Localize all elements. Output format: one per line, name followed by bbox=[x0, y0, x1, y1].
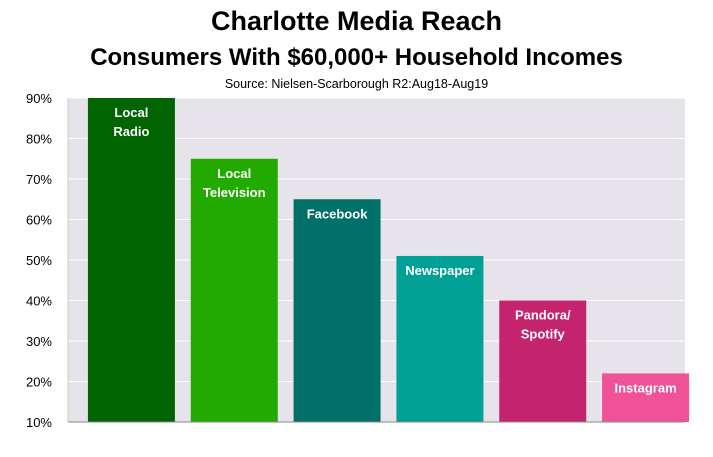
y-tick-label: 30% bbox=[26, 334, 52, 349]
bar-label: Newspaper bbox=[405, 263, 474, 278]
bar-label: Spotify bbox=[521, 327, 566, 342]
y-tick-label: 70% bbox=[26, 172, 52, 187]
chart-title: Charlotte Media Reach bbox=[210, 6, 503, 36]
bar-label: Radio bbox=[113, 124, 149, 139]
y-tick-label: 60% bbox=[26, 213, 52, 228]
bar-label: Television bbox=[203, 185, 266, 200]
bar-label: Facebook bbox=[307, 206, 368, 221]
bar bbox=[396, 255, 484, 422]
bar-label: Local bbox=[217, 166, 251, 181]
chart-subtitle: Consumers With $60,000+ Household Income… bbox=[90, 44, 623, 71]
bar-label: Local bbox=[114, 105, 148, 120]
bar-label: Pandora/ bbox=[515, 308, 571, 323]
bar bbox=[293, 199, 381, 422]
bar bbox=[602, 373, 690, 422]
y-tick-label: 50% bbox=[26, 253, 52, 268]
y-tick-label: 20% bbox=[26, 375, 52, 390]
y-tick-label: 90% bbox=[26, 91, 52, 106]
bar bbox=[87, 98, 175, 422]
bar bbox=[499, 300, 587, 422]
chart-source: Source: Nielsen-Scarborough R2:Aug18-Aug… bbox=[224, 77, 489, 91]
bar-label: Instagram bbox=[615, 380, 677, 395]
y-tick-label: 40% bbox=[26, 294, 52, 309]
bar bbox=[190, 158, 278, 422]
y-tick-label: 80% bbox=[26, 132, 52, 147]
y-tick-label: 10% bbox=[26, 415, 52, 430]
